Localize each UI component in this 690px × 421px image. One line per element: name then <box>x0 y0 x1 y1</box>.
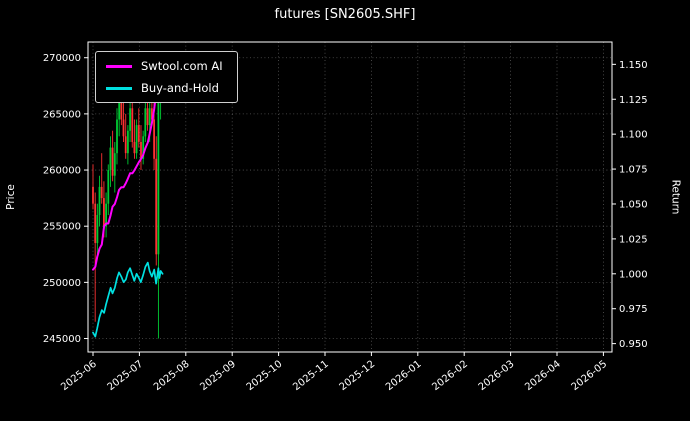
series-line-buy-and-hold <box>92 261 164 338</box>
candle-body <box>129 108 131 131</box>
buy-and-hold-line-swatch <box>106 86 132 90</box>
candle-body <box>94 203 97 243</box>
date-tick-label: 2026-01 <box>384 359 424 393</box>
candle-body <box>127 130 129 154</box>
return-tick-label: 0.950 <box>619 339 648 350</box>
return-tick-label: 1.025 <box>619 234 648 245</box>
date-tick-label: 2026-04 <box>523 359 563 393</box>
price-tick-label: 250000 <box>43 278 81 289</box>
date-tick-label: 2025-08 <box>152 359 192 393</box>
date-tick-label: 2025-06 <box>59 359 99 393</box>
candle-body <box>100 186 103 199</box>
date-tick-label: 2026-03 <box>477 359 517 393</box>
candle-body <box>137 125 140 142</box>
candle-body <box>151 108 153 120</box>
price-tick-label: 245000 <box>43 334 81 345</box>
candle-body <box>92 186 94 204</box>
date-tick-label: 2026-05 <box>570 359 610 393</box>
candle-body <box>98 186 101 215</box>
chart-title: futures [SN2605.SHF] <box>274 7 416 22</box>
candle-body <box>153 119 155 159</box>
candle-body <box>109 147 112 171</box>
return-tick-label: 0.975 <box>619 304 648 315</box>
return-tick-label: 1.125 <box>619 95 648 106</box>
candle-body <box>113 153 116 176</box>
date-tick-label: 2025-10 <box>245 359 285 393</box>
swtool-ai-line-swatch <box>106 64 132 68</box>
date-tick-label: 2025-09 <box>198 359 238 393</box>
candle-body <box>148 108 151 126</box>
legend-label: Buy-and-Hold <box>141 81 219 95</box>
date-tick-label: 2026-02 <box>430 359 470 393</box>
candle-body <box>122 119 125 137</box>
candle-body <box>155 158 158 255</box>
date-tick-label: 2025-12 <box>338 359 378 393</box>
candle-body <box>135 125 138 154</box>
candle-body <box>103 198 105 227</box>
return-tick-label: 1.050 <box>619 200 648 211</box>
candle-body <box>120 102 123 120</box>
return-tick-label: 1.150 <box>619 60 648 71</box>
legend-item-swtool-ai: Swtool.com AI <box>106 59 223 73</box>
candle-body <box>144 108 147 137</box>
candle-body <box>111 147 114 176</box>
price-tick-label: 265000 <box>43 109 81 120</box>
price-tick-label: 255000 <box>43 222 81 233</box>
candle-body <box>107 170 110 204</box>
legend-item-buy-and-hold: Buy-and-Hold <box>106 81 223 95</box>
series-line-swtool-com-ai <box>92 53 164 271</box>
plot-frame <box>87 41 613 353</box>
candle-body <box>133 142 136 154</box>
return-tick-label: 1.100 <box>619 130 648 141</box>
date-tick-label: 2025-07 <box>106 359 146 393</box>
return-tick-label: 1.000 <box>619 269 648 280</box>
candle-body <box>96 215 99 244</box>
candle-body <box>105 203 107 227</box>
legend: Swtool.com AI Buy-and-Hold <box>95 51 238 103</box>
candle-body <box>124 136 127 154</box>
candle-body <box>142 136 145 159</box>
candle-body <box>118 102 121 120</box>
candle-body <box>131 108 134 142</box>
candle-body <box>157 102 160 255</box>
date-tick-label: 2025-11 <box>291 359 331 393</box>
legend-label: Swtool.com AI <box>141 59 223 73</box>
candle-body <box>140 142 142 159</box>
return-tick-label: 1.075 <box>619 165 648 176</box>
price-tick-label: 260000 <box>43 166 81 177</box>
candle-body <box>116 119 118 154</box>
price-tick-label: 270000 <box>43 53 81 64</box>
candle-body <box>146 108 149 126</box>
